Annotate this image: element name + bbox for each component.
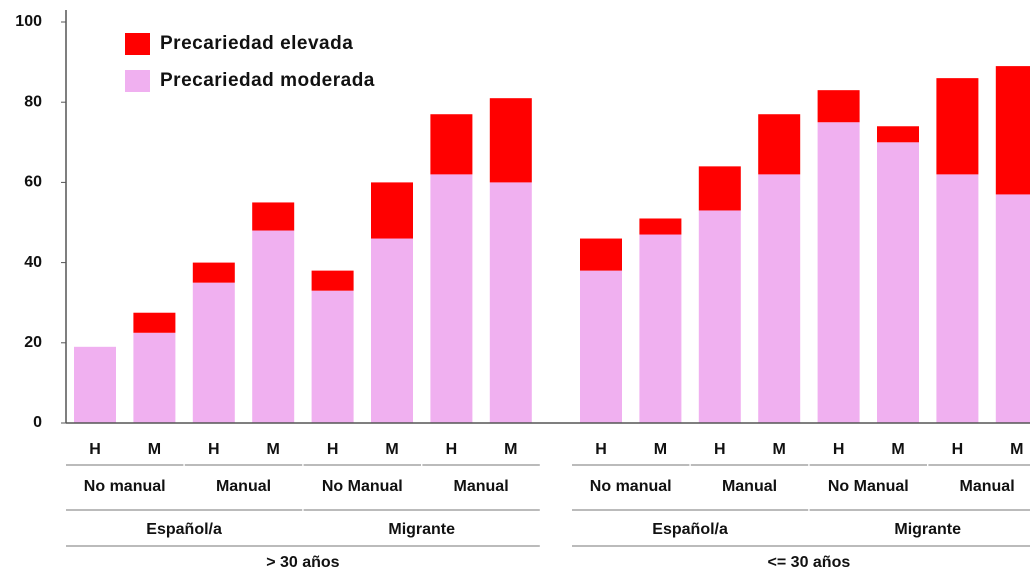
legend-label: Precariedad elevada — [160, 33, 353, 54]
bar-segment — [430, 114, 473, 175]
group-label: No Manual — [322, 478, 403, 495]
x-tick-label: H — [208, 441, 220, 458]
legend-swatch — [125, 33, 150, 55]
y-tick-label: 40 — [24, 254, 42, 271]
x-tick-label: H — [446, 441, 458, 458]
group-label: No Manual — [828, 478, 909, 495]
bar-segment — [133, 312, 176, 333]
bar-segment — [936, 78, 979, 175]
bar-segment — [758, 174, 801, 423]
x-tick-label: H — [327, 441, 339, 458]
bar-segment — [133, 332, 176, 423]
y-tick-label: 0 — [33, 414, 42, 431]
bar-segment — [489, 98, 532, 183]
group-label: Manual — [454, 478, 509, 495]
bar-segment — [877, 126, 919, 143]
bar-segment — [995, 194, 1030, 423]
x-tick-label: M — [654, 441, 667, 458]
bar-segment — [430, 174, 473, 423]
bar-segment — [74, 346, 116, 423]
x-tick-label: M — [1010, 441, 1023, 458]
group-label: No manual — [84, 478, 166, 495]
group-label: Manual — [216, 478, 271, 495]
bar-segment — [192, 262, 235, 283]
x-tick-label: M — [891, 441, 904, 458]
bar-segment — [252, 230, 295, 423]
bar-segment — [311, 290, 354, 423]
bar-segment — [580, 270, 622, 423]
legend-swatch — [125, 70, 150, 92]
group-label: Español/a — [146, 521, 222, 538]
x-tick-label: H — [833, 441, 845, 458]
bar-segment — [877, 142, 919, 424]
x-tick-label: M — [148, 441, 161, 458]
bar-segment — [192, 282, 235, 423]
x-tick-label: M — [385, 441, 398, 458]
x-tick-label: H — [89, 441, 101, 458]
y-tick-label: 60 — [24, 174, 42, 191]
bar-segment — [698, 166, 741, 211]
group-label: Manual — [722, 478, 777, 495]
y-tick-label: 20 — [24, 334, 42, 351]
bar-segment — [371, 238, 413, 423]
bar-segment — [936, 174, 979, 423]
bar-segment — [817, 122, 860, 423]
bar-segment — [995, 66, 1030, 195]
x-tick-label: H — [952, 441, 964, 458]
bar-segment — [371, 182, 413, 239]
x-tick-label: H — [595, 441, 607, 458]
bar-segment — [758, 114, 801, 175]
bar-segment — [580, 238, 622, 271]
group-label: <= 30 años — [768, 554, 851, 570]
group-label: Español/a — [652, 521, 728, 538]
bar-segment — [639, 218, 682, 235]
group-label: > 30 años — [266, 554, 339, 570]
x-tick-label: M — [267, 441, 280, 458]
bar-segment — [252, 202, 295, 231]
y-tick-label: 80 — [24, 93, 42, 110]
bar-segment — [639, 234, 682, 423]
legend-label: Precariedad moderada — [160, 70, 375, 91]
bar-segment — [698, 210, 741, 423]
bar-segment — [817, 90, 860, 123]
bar-segment — [311, 270, 354, 291]
group-label: Migrante — [894, 521, 961, 538]
group-label: No manual — [590, 478, 672, 495]
x-tick-label: M — [504, 441, 517, 458]
group-label: Manual — [960, 478, 1015, 495]
bar-segment — [489, 182, 532, 423]
group-label: Migrante — [388, 521, 455, 538]
x-tick-label: H — [714, 441, 726, 458]
x-tick-label: M — [773, 441, 786, 458]
y-tick-label: 100 — [15, 13, 42, 30]
